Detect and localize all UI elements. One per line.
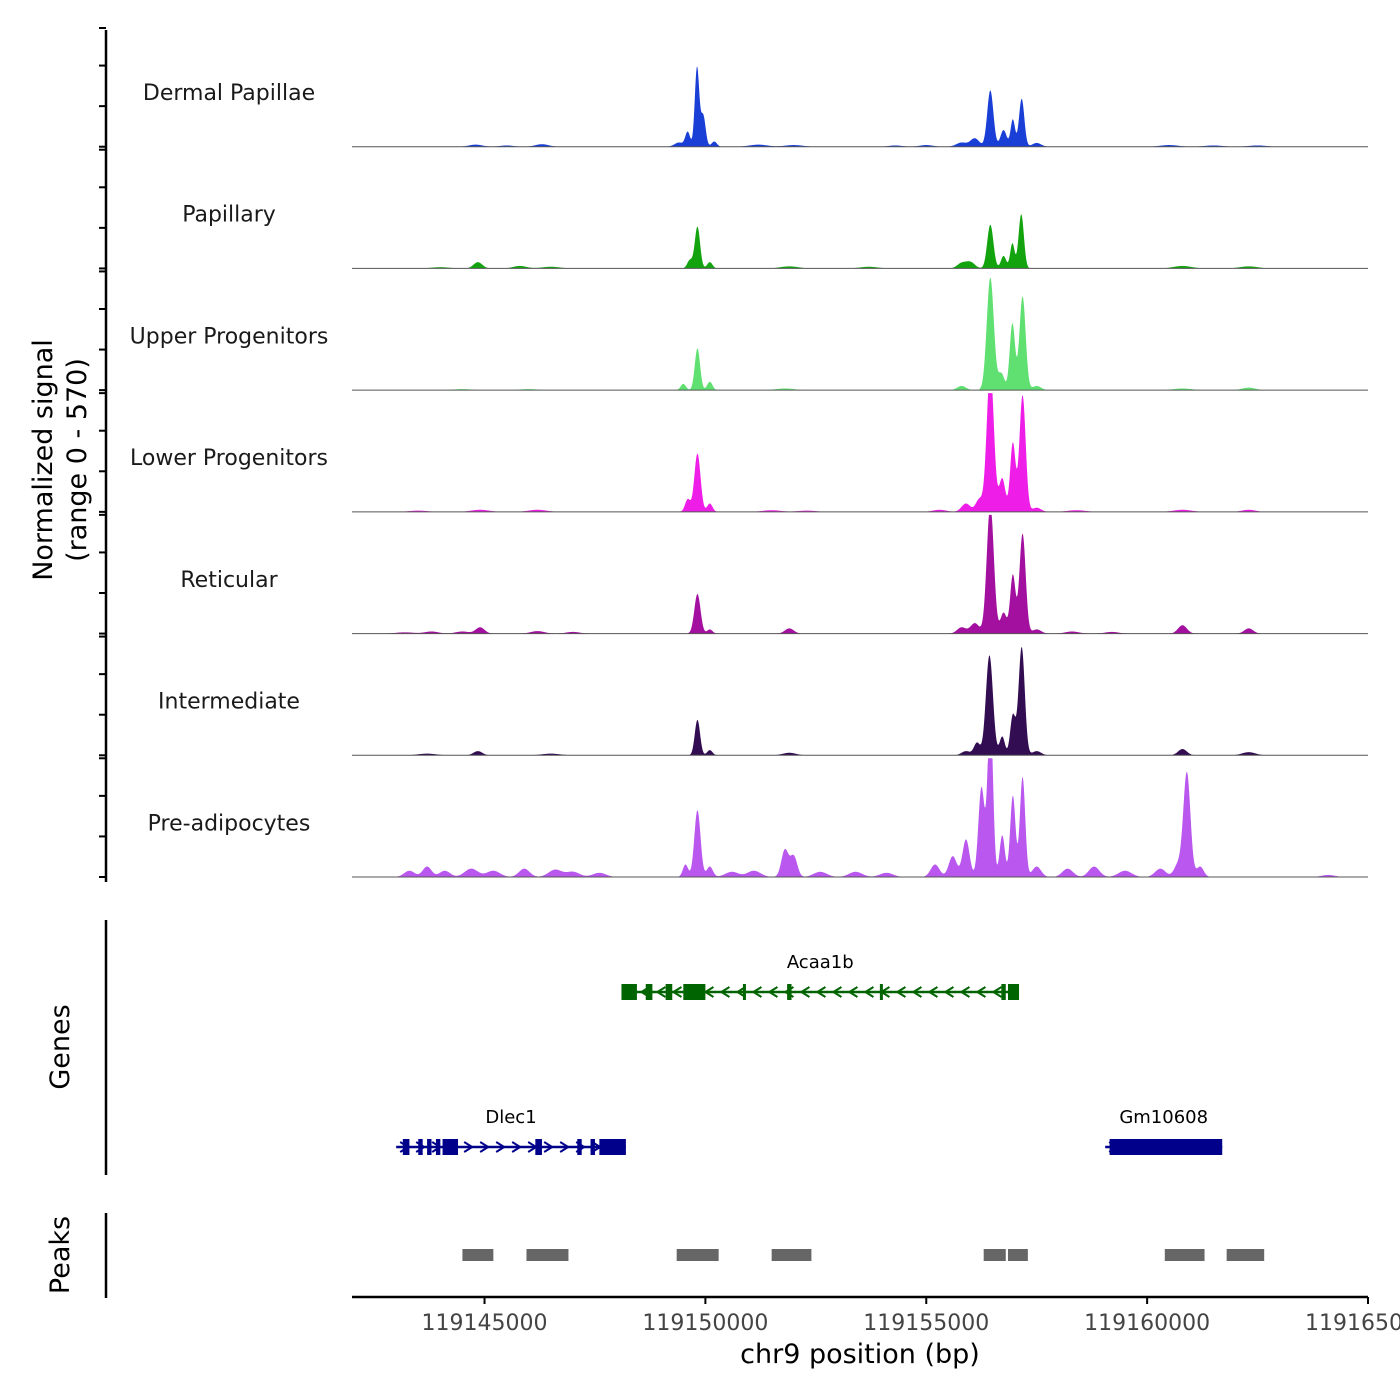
x-tick-label: 119155000 [863, 1311, 989, 1336]
track-title-intermediate: Intermediate [158, 690, 300, 715]
x-tick-label: 119165000 [1305, 1311, 1400, 1336]
gene-exon [683, 984, 706, 1000]
strand-chevron [831, 986, 842, 998]
peak-region [1164, 1249, 1205, 1261]
signal-area-pre-adipocytes [352, 758, 1368, 877]
track-title-dermal-papillae: Dermal Papillae [143, 81, 315, 106]
coverage-tracks: Dermal Papillae Papillary Upper Progenitor… [130, 66, 1368, 878]
peak-region [676, 1249, 719, 1261]
gene-exon [577, 1139, 582, 1155]
strand-chevron [719, 986, 730, 998]
x-axis-label: chr9 position (bp) [740, 1339, 980, 1370]
strand-chevron [671, 986, 682, 998]
gene-exon [435, 1139, 441, 1155]
gene-exon [402, 1139, 410, 1155]
gene-exon [1007, 984, 1020, 1000]
strand-chevron [815, 986, 826, 998]
gene-dlec1: Dlec1 [396, 1107, 626, 1155]
gene-exon [590, 1139, 595, 1155]
strand-chevron [943, 986, 954, 998]
peak-regions [462, 1249, 1265, 1261]
strand-chevron [463, 1141, 475, 1153]
track-title-lower-progenitors: Lower Progenitors [130, 446, 328, 471]
coverage-track-upper-progenitors: Upper Progenitors [130, 277, 1368, 391]
coverage-track-papillary: Papillary [182, 203, 1368, 269]
gene-gm10608: Gm10608 [1105, 1107, 1223, 1155]
gene-exon [879, 984, 883, 1000]
coverage-track-lower-progenitors: Lower Progenitors [130, 393, 1368, 513]
gene-exon [1109, 1139, 1223, 1155]
coverage-track-pre-adipocytes: Pre-adipocytes [148, 758, 1368, 878]
gene-label-dlec1: Dlec1 [485, 1107, 536, 1128]
peak-region [462, 1249, 494, 1261]
strand-chevron [735, 986, 746, 998]
strand-chevron [655, 986, 666, 998]
strand-chevron [543, 1141, 555, 1153]
strand-chevron [863, 986, 874, 998]
peak-region [526, 1249, 569, 1261]
strand-chevron [895, 986, 906, 998]
genes-y-label: Genes [45, 1004, 76, 1089]
strand-chevron [767, 986, 778, 998]
strand-chevron [495, 1141, 507, 1153]
strand-chevron [911, 986, 922, 998]
signal-area-lower-progenitors [352, 393, 1368, 512]
gene-label-gm10608: Gm10608 [1119, 1107, 1208, 1128]
strand-chevron [975, 986, 986, 998]
strand-chevron [703, 986, 714, 998]
coverage-track-dermal-papillae: Dermal Papillae [143, 66, 1368, 148]
coverage-y-ticks [99, 27, 106, 878]
gene-exon [665, 984, 673, 1000]
x-tick-label: 119160000 [1084, 1311, 1210, 1336]
coverage-track-intermediate: Intermediate [158, 646, 1368, 756]
strand-chevron [479, 1141, 491, 1153]
track-title-papillary: Papillary [182, 203, 276, 228]
gene-exon [418, 1139, 423, 1155]
peak-region [983, 1249, 1006, 1261]
strand-chevron [559, 1141, 571, 1153]
gene-exon [645, 984, 653, 1000]
strand-chevron [847, 986, 858, 998]
coverage-track-reticular: Reticular [180, 514, 1368, 635]
track-title-reticular: Reticular [180, 568, 278, 593]
x-tick-label: 119145000 [422, 1311, 548, 1336]
peaks-y-label: Peaks [45, 1216, 76, 1294]
x-axis-ticks: 119145000 119150000 119155000 119160000 1191… [422, 1297, 1400, 1336]
x-tick-label: 119150000 [642, 1311, 768, 1336]
track-title-pre-adipocytes: Pre-adipocytes [148, 811, 311, 836]
strand-chevron [959, 986, 970, 998]
signal-area-intermediate [352, 646, 1368, 756]
signal-area-reticular [352, 514, 1368, 634]
gene-label-acaa1b: Acaa1b [787, 952, 854, 973]
signal-area-upper-progenitors [352, 277, 1368, 391]
gene-exon [787, 984, 792, 1000]
coverage-y-label-range: (range 0 - 570) [62, 358, 93, 562]
signal-area-papillary [352, 214, 1368, 269]
gene-exon [599, 1139, 626, 1155]
gene-exon [621, 984, 637, 1000]
track-title-upper-progenitors: Upper Progenitors [130, 324, 329, 349]
coverage-y-label: Normalized signal [28, 339, 59, 581]
gene-exon [442, 1139, 459, 1155]
gene-acaa1b: Acaa1b [621, 952, 1020, 1000]
strand-chevron [799, 986, 810, 998]
peak-region [1007, 1249, 1028, 1261]
gene-exon [535, 1139, 542, 1155]
strand-chevron [511, 1141, 523, 1153]
strand-chevron [991, 986, 1002, 998]
strand-chevron [927, 986, 938, 998]
peak-region [771, 1249, 812, 1261]
gene-exon [1001, 984, 1006, 1000]
gene-exon [742, 984, 746, 1000]
peak-region [1226, 1249, 1265, 1261]
strand-chevron [751, 986, 762, 998]
gene-annotations: Acaa1b Dlec1 Gm10608 [396, 952, 1223, 1155]
gene-exon [427, 1139, 432, 1155]
signal-area-dermal-papillae [352, 66, 1368, 147]
